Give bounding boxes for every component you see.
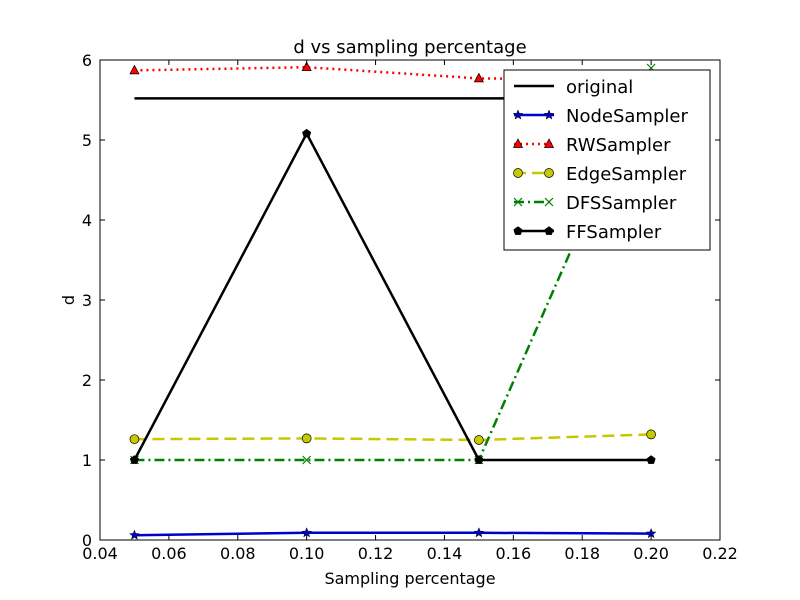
data-point-ffsampler-3 <box>646 455 656 464</box>
legend-marker-edgesampler-a <box>513 168 523 178</box>
y-tick-label: 6 <box>82 51 92 70</box>
data-point-nodesampler-0 <box>129 529 140 540</box>
legend-marker-dfssampler-a <box>513 197 523 207</box>
data-point-nodesampler-2 <box>473 527 485 538</box>
y-tick-label: 2 <box>82 371 92 390</box>
data-point-edgesampler-0 <box>129 434 140 445</box>
y-tick-label: 1 <box>82 451 92 470</box>
legend-marker-dfssampler-a-stroke-b <box>513 197 523 207</box>
x-tick-label: 0.16 <box>496 544 532 563</box>
series-line-nodesampler <box>134 531 652 537</box>
data-point-ffsampler-0 <box>129 455 140 464</box>
x-tick-label: 0.06 <box>151 544 187 563</box>
legend-marker-rwsampler-b <box>543 138 555 148</box>
y-axis-label: d <box>59 295 78 305</box>
x-tick-label: 0.14 <box>427 544 463 563</box>
legend-marker-edgesampler-b <box>544 168 554 178</box>
data-point-edgesampler-2 <box>474 435 484 445</box>
legend-label-nodesampler: NodeSampler <box>566 106 688 127</box>
x-tick-label: 0.10 <box>289 544 325 563</box>
legend-label-rwsampler: RWSampler <box>566 135 671 156</box>
data-point-nodesampler-1 <box>301 527 313 538</box>
legend-marker-ffsampler-a <box>513 226 523 235</box>
legend-marker-nodesampler-b <box>543 109 555 120</box>
series-line-edgesampler <box>134 433 652 442</box>
legend-box <box>503 69 711 251</box>
x-tick-label: 0.04 <box>82 544 118 563</box>
legend-marker-nodesampler-a <box>512 109 524 120</box>
x-tick-label: 0.20 <box>633 544 669 563</box>
legend-label-ffsampler: FFSampler <box>566 222 662 243</box>
y-tick-label: 0 <box>82 531 92 550</box>
data-point-rwsampler-2 <box>473 72 484 83</box>
legend-label-dfssampler: DFSSampler <box>566 193 677 214</box>
x-tick-label: 0.08 <box>220 544 256 563</box>
x-tick-label: 0.22 <box>702 544 738 563</box>
plot-area: 0.04 0.06 0.08 0.10 0.12 0.14 0.16 0.18 0.20 0.22… <box>82 51 738 563</box>
x-axis-label: Sampling percentage <box>324 569 495 588</box>
chart-title: d vs sampling percentage <box>293 37 526 58</box>
data-point-ffsampler-2 <box>474 455 484 464</box>
series-line-rwsampler <box>134 65 652 82</box>
legend: original NodeSampler RWSampler EdgeSampler D… <box>503 69 711 251</box>
legend-marker-dfssampler-b <box>544 197 554 207</box>
y-tick-label: 4 <box>82 211 92 230</box>
y-tick-label: 5 <box>82 131 92 150</box>
x-tick-label: 0.18 <box>564 544 600 563</box>
series-line-ffsampler <box>133 130 652 462</box>
data-point-rwsampler-1 <box>301 61 312 72</box>
x-tick-label: 0.12 <box>358 544 394 563</box>
series-line-dfssampler <box>134 67 653 462</box>
legend-marker-dfssampler-b-stroke-b <box>544 197 554 207</box>
legend-label-original: original <box>566 77 633 98</box>
legend-marker-ffsampler-b <box>544 226 554 235</box>
data-point-rwsampler-0 <box>129 64 140 75</box>
data-point-ffsampler-1 <box>302 128 312 138</box>
data-point-dfssampler-1 <box>302 455 312 465</box>
legend-marker-rwsampler-a <box>512 138 524 148</box>
data-point-edgesampler-3 <box>646 429 656 440</box>
data-point-dfssampler-1-stroke-b <box>302 455 312 465</box>
data-point-edgesampler-1 <box>301 433 312 444</box>
legend-label-edgesampler: EdgeSampler <box>566 164 687 185</box>
y-tick-label: 3 <box>82 291 92 310</box>
